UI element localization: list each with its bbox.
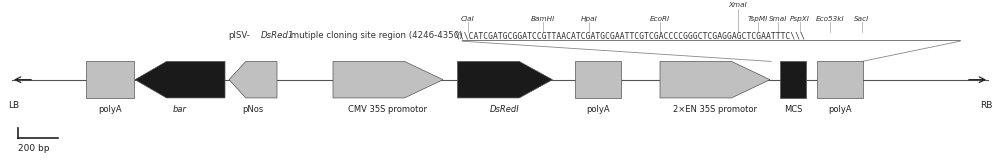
Text: mutiple cloning site region (4246-4350): mutiple cloning site region (4246-4350) <box>288 31 463 40</box>
Text: LB: LB <box>8 101 20 110</box>
Text: ClaI: ClaI <box>461 16 475 22</box>
Text: HpaI: HpaI <box>581 16 597 22</box>
Text: Eco53kI: Eco53kI <box>816 16 844 22</box>
Text: XmaI: XmaI <box>729 2 747 8</box>
Text: polyA: polyA <box>98 105 122 114</box>
Text: EcoRI: EcoRI <box>650 16 670 22</box>
Text: 2×EN 35S promotor: 2×EN 35S promotor <box>673 105 757 114</box>
Text: SmaI: SmaI <box>769 16 787 22</box>
Text: BamHI: BamHI <box>531 16 555 22</box>
Polygon shape <box>333 61 443 98</box>
Text: DsRed1: DsRed1 <box>261 31 294 40</box>
Text: bar: bar <box>173 105 187 114</box>
Polygon shape <box>458 61 552 98</box>
Text: polyA: polyA <box>828 105 852 114</box>
Text: pNos: pNos <box>242 105 264 114</box>
Text: TspMI: TspMI <box>748 16 768 22</box>
Bar <box>817 61 863 98</box>
Text: DsRedI: DsRedI <box>490 105 520 114</box>
Text: 200 bp: 200 bp <box>18 144 50 153</box>
Text: PspXI: PspXI <box>790 16 810 22</box>
Bar <box>575 61 621 98</box>
Text: polyA: polyA <box>586 105 610 114</box>
Bar <box>86 61 134 98</box>
Text: MCS: MCS <box>784 105 802 114</box>
Text: plSV-: plSV- <box>228 31 250 40</box>
Text: SacI: SacI <box>854 16 870 22</box>
Text: RB: RB <box>980 101 992 110</box>
Text: \\\CATCGATGCGGATCCGTTAACATCGATGCGAATTCGTCGACCCCGGGCTCGAGGAGCTCGAATTTC\\\: \\\CATCGATGCGGATCCGTTAACATCGATGCGAATTCGT… <box>455 31 806 40</box>
Polygon shape <box>135 61 225 98</box>
Polygon shape <box>229 61 277 98</box>
Bar <box>780 61 806 98</box>
Text: CMV 35S promotor: CMV 35S promotor <box>349 105 428 114</box>
Polygon shape <box>660 61 770 98</box>
